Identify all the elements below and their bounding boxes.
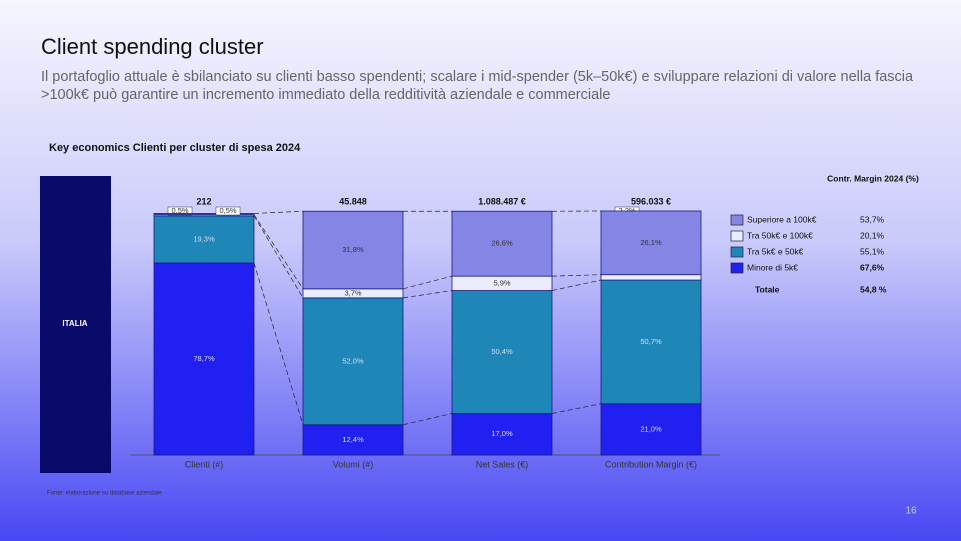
legend-label: Tra 50k€ e 100k€ xyxy=(747,230,813,240)
total-value: 54,8 % xyxy=(860,284,887,294)
total-label: 45.848 xyxy=(339,196,367,206)
bar-segment xyxy=(451,413,553,456)
margin-value: 67,6% xyxy=(860,262,885,272)
bar-segment xyxy=(600,403,702,456)
legend-label: Tra 5k€ e 50k€ xyxy=(747,246,804,256)
bar-segment xyxy=(302,297,404,426)
bar-segment xyxy=(153,262,255,456)
margin-title: Contr. Margin 2024 (%) xyxy=(827,173,919,183)
bar-segment xyxy=(302,210,404,290)
subtitle: Il portafoglio attuale è sbilanciato su … xyxy=(41,69,914,103)
data-label: 78,7% xyxy=(193,354,215,363)
legend-swatch xyxy=(730,262,744,274)
legend-label: Minore di 5k€ xyxy=(747,262,798,272)
slide-title: Client spending cluster xyxy=(41,34,264,59)
data-label: 26,1% xyxy=(640,238,662,247)
data-label: 0,5% xyxy=(219,206,236,215)
chart-title: Key economics Clienti per cluster di spe… xyxy=(49,142,301,154)
connector xyxy=(253,210,304,214)
connector xyxy=(402,290,453,299)
connector xyxy=(551,403,602,414)
data-label: 17,0% xyxy=(491,429,513,438)
legend-label: Superiore a 100k€ xyxy=(747,214,817,224)
connector xyxy=(253,214,304,290)
margin-value: 20,1% xyxy=(860,230,885,240)
legend-swatch xyxy=(730,214,744,226)
bar-segment xyxy=(451,290,553,414)
data-label: 50,7% xyxy=(640,337,662,346)
margin-value: 55,1% xyxy=(860,246,885,256)
legend-swatch xyxy=(730,230,744,242)
connector xyxy=(551,274,602,277)
x-tick-label: Net Sales (€) xyxy=(476,459,529,469)
total-label: Totale xyxy=(755,284,780,294)
data-label: 2,2% xyxy=(618,206,635,215)
data-label: 21,0% xyxy=(640,424,662,433)
bar-segment xyxy=(302,424,404,456)
x-tick-label: Volumi (#) xyxy=(333,459,374,469)
bar-segment xyxy=(153,213,255,216)
total-label: 1.088.487 € xyxy=(478,196,526,206)
data-label: 0,5% xyxy=(171,206,188,215)
total-label: 212 xyxy=(196,196,211,206)
side-box xyxy=(40,176,111,473)
bar-segment xyxy=(600,274,702,281)
total-label: 596.033 € xyxy=(631,196,671,206)
data-label: 3,7% xyxy=(344,288,361,297)
source: Fonte: elaborazione su database aziendal… xyxy=(47,491,162,497)
connector xyxy=(402,275,453,290)
connector xyxy=(551,279,602,291)
bar-segment xyxy=(600,279,702,405)
data-label: 19,3% xyxy=(193,234,215,243)
data-label: 31,8% xyxy=(342,245,364,254)
data-label: 26,6% xyxy=(491,239,513,248)
subtitle-box: Il portafoglio attuale è sbilanciato su … xyxy=(41,69,914,103)
margin-value: 53,7% xyxy=(860,214,885,224)
data-label: 50,4% xyxy=(491,347,513,356)
legend-swatch xyxy=(730,246,744,258)
side-label: ITALIA xyxy=(62,319,87,328)
page-number: 16 xyxy=(905,506,917,517)
connector xyxy=(253,262,304,425)
x-tick-label: Contribution Margin (€) xyxy=(605,459,697,469)
data-label: 12,4% xyxy=(342,435,364,444)
data-label: 5,9% xyxy=(493,278,510,287)
bar-segment xyxy=(153,215,255,264)
bar-segment xyxy=(451,210,553,277)
connector xyxy=(402,413,453,426)
data-label: 52,0% xyxy=(342,356,364,365)
x-tick-label: Clienti (#) xyxy=(185,459,224,469)
label-box xyxy=(215,206,241,216)
bar-segment xyxy=(600,210,702,276)
